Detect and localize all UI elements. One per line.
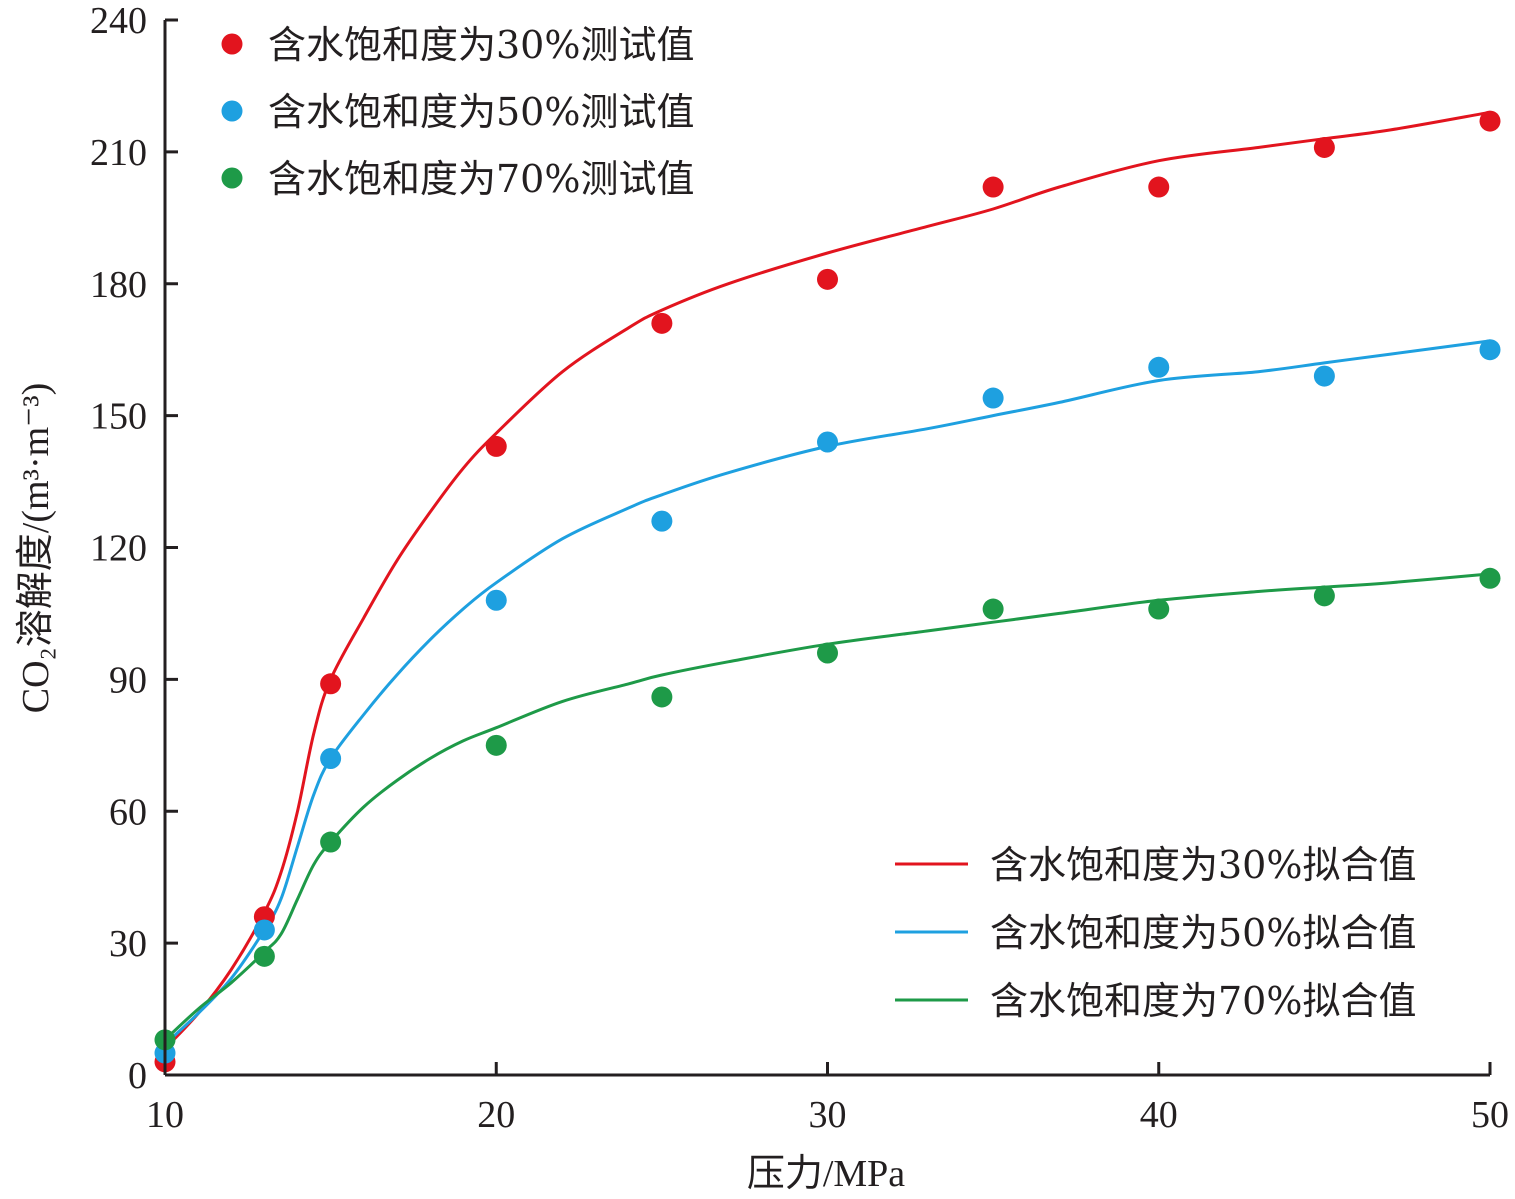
y-tick-label: 240 xyxy=(90,0,147,42)
data-point-50 xyxy=(320,748,342,769)
y-tick-label: 180 xyxy=(90,264,147,306)
data-point-50 xyxy=(253,919,275,941)
fit-lines-layer xyxy=(163,110,1491,1050)
x-tick-label: 10 xyxy=(146,1094,184,1136)
data-point-30 xyxy=(817,268,838,290)
data-point-50 xyxy=(651,510,673,532)
fit-line-50 xyxy=(163,339,1491,1046)
y-tick-label: 0 xyxy=(128,1055,147,1097)
y-tick-label: 60 xyxy=(109,791,147,833)
data-point-70 xyxy=(485,734,507,756)
data-point-70 xyxy=(1148,598,1170,620)
data-point-70 xyxy=(320,831,342,853)
legend-marker-30 xyxy=(221,33,243,55)
data-point-70 xyxy=(982,598,1004,620)
legend-marker-50 xyxy=(221,100,243,122)
data-point-50 xyxy=(1148,356,1170,378)
fit-line-30 xyxy=(163,110,1491,1050)
data-point-70 xyxy=(1313,585,1335,607)
x-axis-title: 压力/MPa xyxy=(747,1153,905,1195)
data-point-70 xyxy=(1479,567,1501,589)
y-tick-label: 120 xyxy=(90,528,147,570)
legend-label-70: 含水饱和度为70%拟合值 xyxy=(990,979,1416,1023)
data-point-70 xyxy=(651,686,673,708)
y-tick-label: 150 xyxy=(90,396,147,438)
legend-label-30: 含水饱和度为30%测试值 xyxy=(268,23,694,67)
legend-label-50: 含水饱和度为50%拟合值 xyxy=(990,911,1416,955)
data-point-30 xyxy=(1148,176,1170,198)
data-point-30 xyxy=(651,312,673,334)
data-point-70 xyxy=(817,642,838,664)
data-point-30 xyxy=(320,673,342,695)
test-points-layer xyxy=(154,110,1501,1073)
data-point-30 xyxy=(982,176,1004,198)
data-point-30 xyxy=(1479,110,1501,132)
y-tick-label: 210 xyxy=(90,132,147,174)
legend-label-70: 含水饱和度为70%测试值 xyxy=(268,157,694,201)
data-point-70 xyxy=(253,945,275,967)
x-tick-label: 30 xyxy=(809,1094,847,1136)
data-point-50 xyxy=(817,431,838,453)
data-point-50 xyxy=(485,589,507,611)
data-point-50 xyxy=(1313,365,1335,387)
x-tick-label: 50 xyxy=(1471,1094,1509,1136)
legend-label-30: 含水饱和度为30%拟合值 xyxy=(990,843,1416,887)
y-tick-label: 30 xyxy=(109,923,147,965)
x-tick-label: 40 xyxy=(1140,1094,1178,1136)
axes-layer: 10 20 30 40 50 0 30 60 90 120 150 180 210 240 xyxy=(90,0,1509,1136)
legend-marker-70 xyxy=(221,167,243,189)
x-tick-label: 20 xyxy=(477,1094,515,1136)
legend-label-50: 含水饱和度为50%测试值 xyxy=(268,90,694,134)
y-tick-label: 90 xyxy=(109,659,147,701)
data-point-50 xyxy=(982,387,1004,409)
data-point-30 xyxy=(1313,136,1335,158)
legend-layer: 含水饱和度为30%测试值含水饱和度为50%测试值含水饱和度为70%测试值含水饱和… xyxy=(221,23,1416,1023)
data-point-30 xyxy=(485,435,507,457)
y-axis-title: CO₂溶解度/(m³·m⁻³) xyxy=(15,383,57,714)
data-point-50 xyxy=(1479,339,1501,361)
